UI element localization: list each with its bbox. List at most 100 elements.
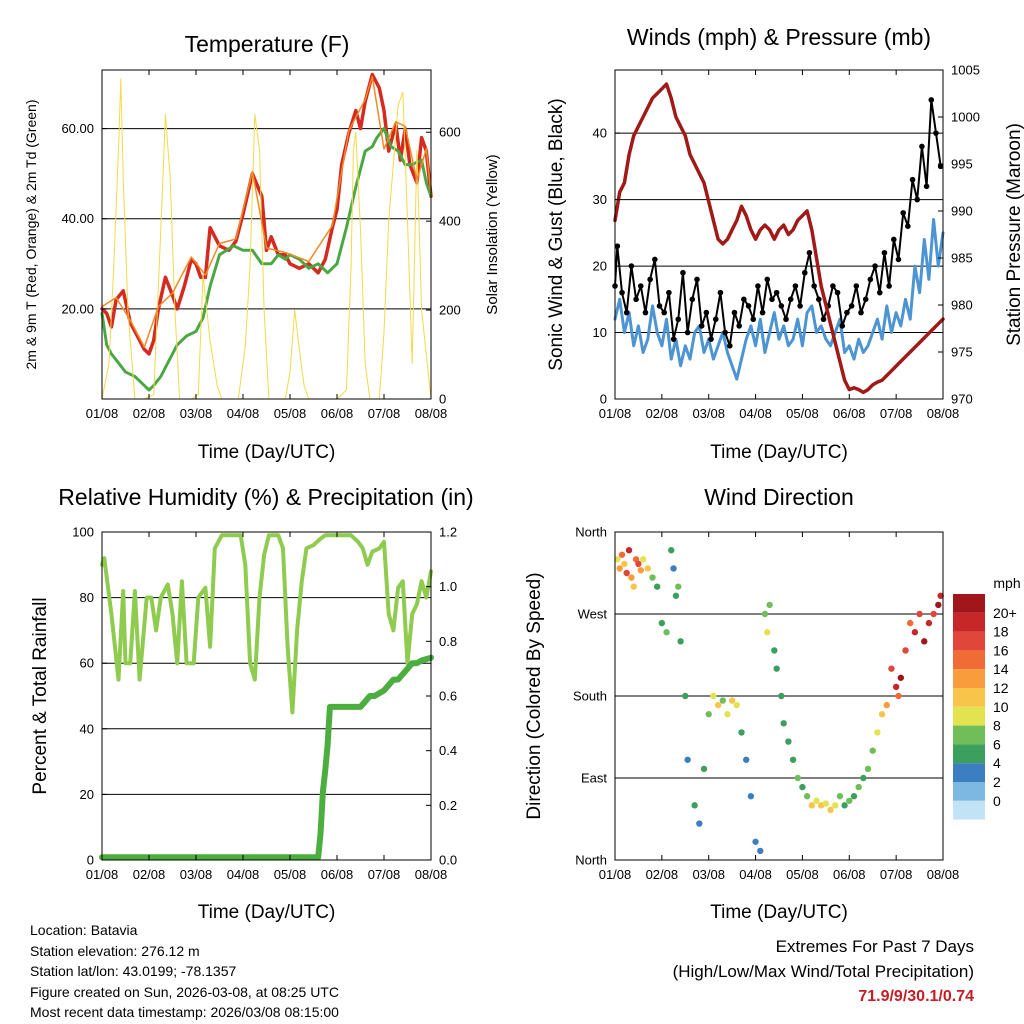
x-tick-label: 05/08 (274, 867, 307, 882)
plot-frame (101, 69, 432, 400)
direction-point (813, 797, 820, 804)
gust-point (844, 309, 850, 316)
y-tick-label: 40 (80, 721, 94, 736)
station-info: Location: Batavia Station elevation: 276… (30, 920, 339, 1023)
series-temp_2m (100, 72, 433, 356)
direction-point (930, 610, 937, 618)
y2-tick-label: 970 (951, 392, 973, 407)
series-rh (100, 533, 433, 715)
direction-point (743, 756, 750, 763)
x-axis-label: Time (Day/UTC) (710, 902, 848, 923)
series-temp_9m (101, 76, 432, 348)
gust-point (698, 323, 705, 329)
legend-swatch (953, 631, 985, 651)
direction-point (733, 701, 741, 709)
gust-point (666, 289, 672, 296)
legend-label: 16 (993, 642, 1009, 658)
direction-point (925, 619, 933, 627)
y-axis-label: 2m & 9m T (Red, Orange) & 2m Td (Green) (23, 100, 39, 370)
direction-point (895, 692, 902, 700)
x-tick-label: 05/08 (786, 867, 819, 882)
direction-point (700, 765, 708, 773)
direction-point (780, 720, 787, 727)
y-axis-label: Sonic Wind & Gust (Blue, Black) (546, 98, 567, 370)
direction-point (907, 619, 914, 627)
gust-point (680, 269, 686, 276)
direction-point (897, 674, 905, 681)
legend-label: 12 (993, 680, 1009, 696)
direction-point (623, 569, 630, 577)
gust-point (778, 303, 785, 309)
x-axis-label: Time (Day/UTC) (198, 902, 336, 923)
gust-point (642, 309, 649, 316)
gust-point (755, 283, 761, 289)
direction-point (724, 711, 731, 718)
x-tick-label: 01/08 (599, 867, 632, 882)
direction-point (778, 692, 785, 700)
y2-tick-label: 0.0 (439, 853, 457, 868)
x-tick-label: 05/08 (274, 406, 307, 421)
gust-point (736, 323, 742, 329)
direction-point (710, 692, 717, 700)
y2-tick-label: 995 (951, 157, 973, 172)
legend-swatch (953, 612, 985, 632)
gust-point (656, 303, 663, 309)
direction-point (635, 560, 642, 568)
gust-point (637, 283, 644, 289)
direction-point (799, 783, 806, 791)
y2-axis-label: Solar Insolation (Yellow) (484, 154, 501, 314)
x-tick-label: 07/08 (880, 406, 913, 421)
gust-point (933, 130, 939, 136)
y2-tick-label: 975 (951, 345, 973, 360)
gust-point (722, 329, 728, 336)
elevation-text: Station elevation: 276.12 m (30, 942, 200, 959)
direction-point (766, 601, 773, 609)
chart-title: Wind Direction (704, 484, 854, 510)
direction-point (916, 610, 923, 618)
direction-point (677, 638, 684, 645)
x-tick-label: 02/08 (646, 406, 679, 421)
series-pressure (613, 82, 945, 395)
direction-point (649, 574, 656, 581)
direction-point (614, 556, 621, 563)
direction-point (637, 567, 644, 574)
legend-swatch (953, 800, 985, 820)
direction-point (921, 638, 928, 645)
y-tick-label: 40.00 (61, 211, 94, 226)
latlon-text: Station lat/lon: 43.0199; -78.1357 (30, 963, 237, 979)
gust-point (764, 276, 771, 283)
direction-point (771, 647, 778, 654)
direction-point (630, 583, 637, 590)
y-tick-label: 0 (87, 853, 94, 868)
direction-point (682, 692, 689, 700)
legend-swatch (953, 688, 985, 707)
legend-label: 2 (993, 774, 1001, 790)
direction-point (752, 838, 759, 845)
gust-point (923, 183, 930, 190)
direction-point (670, 565, 677, 572)
gust-point (717, 289, 724, 296)
x-tick-label: 03/08 (692, 406, 725, 421)
y-tick-label: 60.00 (61, 121, 94, 136)
gust-point (853, 283, 860, 289)
direction-point (658, 619, 666, 627)
legend-label: 20+ (993, 605, 1017, 621)
x-tick-label: 06/08 (833, 406, 866, 421)
direction-point (860, 774, 867, 782)
gust-point (839, 323, 846, 329)
gust-point (900, 210, 906, 216)
x-tick-label: 01/08 (599, 406, 632, 421)
y-tick-label: 10 (593, 325, 607, 340)
gust-point (834, 289, 841, 296)
gust-point (801, 269, 808, 276)
direction-point (719, 697, 726, 704)
direction-point (672, 592, 680, 599)
direction-point (846, 797, 853, 804)
direction-point (822, 800, 830, 807)
gust-point (712, 316, 719, 323)
gust-point (830, 283, 836, 289)
direction-point (675, 583, 682, 590)
direction-point (625, 547, 633, 554)
x-tick-label: 08/08 (415, 406, 448, 421)
gust-point (806, 249, 813, 256)
